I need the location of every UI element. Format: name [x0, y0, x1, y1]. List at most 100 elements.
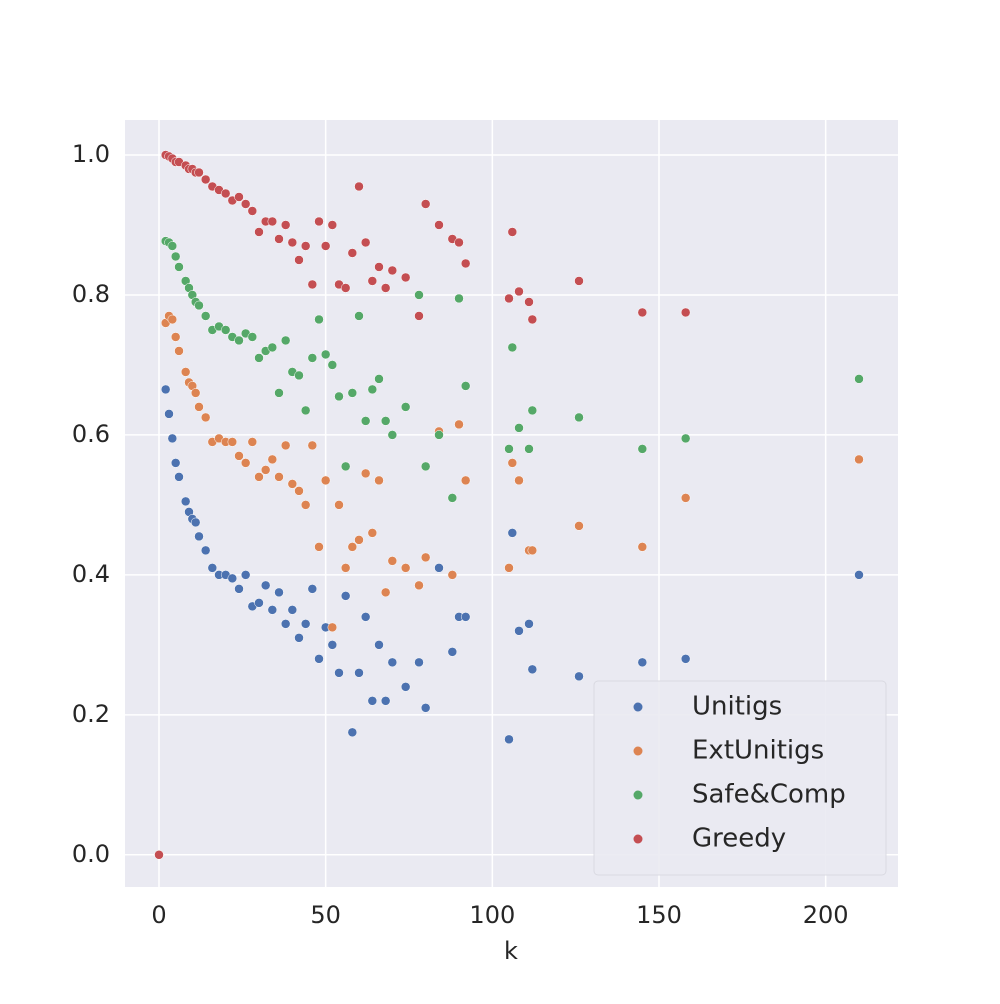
point [374, 262, 384, 272]
point [387, 430, 398, 440]
point [194, 531, 204, 542]
point [300, 241, 311, 251]
point [274, 587, 284, 598]
x-tick-label: 50 [310, 901, 341, 929]
y-tick-label: 0.8 [72, 280, 110, 308]
point [294, 255, 304, 265]
point [360, 468, 371, 479]
point [200, 174, 211, 185]
point [167, 433, 178, 444]
point [434, 220, 444, 230]
legend-label: Safe&Comp [692, 780, 846, 810]
point [637, 444, 648, 454]
point [267, 454, 278, 465]
point [854, 570, 864, 580]
point [574, 521, 584, 531]
point [434, 563, 444, 573]
y-tick-label: 1.0 [72, 140, 110, 168]
point [167, 241, 178, 251]
point [524, 444, 534, 454]
point [387, 556, 398, 566]
point [314, 216, 324, 227]
point [234, 451, 244, 461]
point [680, 654, 691, 664]
point [360, 612, 371, 622]
legend-label: Greedy [692, 824, 786, 854]
point [504, 293, 514, 304]
point [180, 496, 191, 507]
point [254, 598, 264, 608]
point [167, 314, 178, 325]
point [460, 612, 471, 622]
legend-marker [633, 746, 643, 756]
point [400, 563, 411, 573]
point [194, 167, 204, 178]
y-tick-label: 0.6 [72, 420, 110, 448]
point [254, 227, 264, 237]
point [240, 458, 251, 468]
point [380, 283, 391, 293]
point [267, 342, 278, 353]
point [454, 293, 464, 304]
point [280, 440, 291, 451]
point [680, 307, 691, 318]
point [360, 237, 371, 248]
point [400, 272, 411, 283]
x-tick-label: 150 [636, 901, 682, 929]
point [200, 545, 211, 556]
point [280, 220, 291, 230]
point [367, 384, 378, 395]
legend-label: ExtUnitigs [692, 736, 824, 766]
point [367, 528, 378, 538]
y-tick-label: 0.4 [72, 560, 110, 588]
point [387, 657, 398, 668]
point [527, 664, 538, 675]
point [854, 374, 864, 384]
point [307, 584, 318, 594]
point [420, 552, 431, 563]
point [340, 283, 351, 293]
point [300, 405, 311, 416]
point [504, 734, 514, 745]
point [220, 188, 231, 199]
point [334, 500, 344, 510]
point [374, 475, 384, 486]
point [454, 419, 464, 430]
point [174, 262, 184, 272]
point [507, 458, 518, 468]
point [274, 472, 284, 482]
point [340, 563, 351, 573]
x-tick-label: 200 [803, 901, 849, 929]
point [194, 402, 204, 412]
point [314, 542, 324, 552]
point [340, 461, 351, 472]
point [194, 300, 204, 311]
point [247, 437, 258, 447]
point [354, 311, 364, 321]
point [447, 647, 458, 657]
point [300, 619, 311, 629]
point [160, 384, 171, 395]
point [190, 517, 201, 528]
point [507, 528, 518, 538]
point [354, 535, 364, 545]
legend-label: Unitigs [692, 692, 782, 722]
x-tick-label: 100 [469, 901, 515, 929]
point [327, 640, 338, 650]
point [507, 227, 518, 237]
point [154, 850, 164, 860]
point [527, 545, 538, 556]
point [240, 570, 251, 580]
point [294, 633, 304, 643]
point [174, 346, 184, 356]
point [514, 475, 524, 486]
point [460, 475, 471, 486]
point [414, 290, 424, 300]
point [527, 314, 538, 325]
point [447, 570, 458, 580]
point [307, 440, 318, 451]
point [227, 437, 238, 447]
point [367, 696, 378, 706]
point [320, 241, 331, 251]
point [274, 234, 284, 244]
